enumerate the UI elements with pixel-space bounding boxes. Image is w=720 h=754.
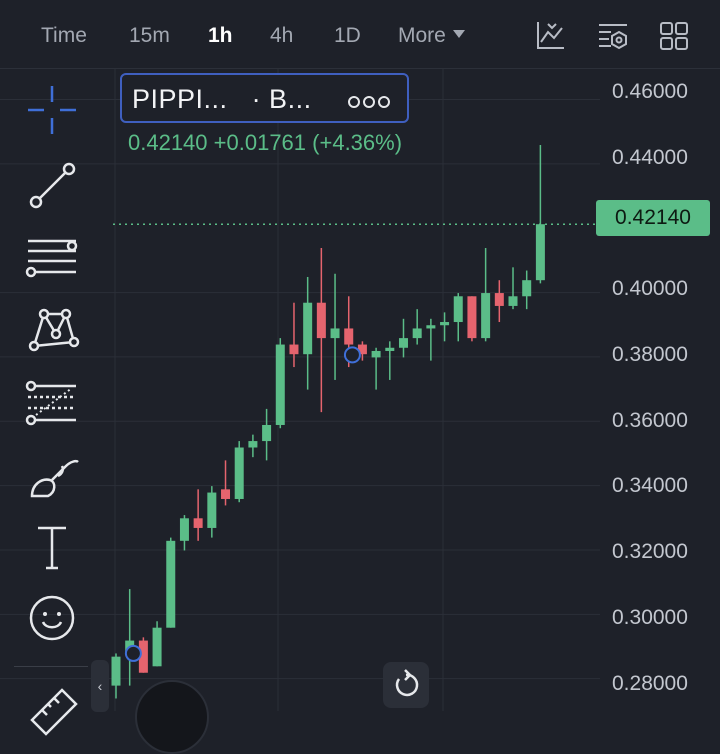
candle-body [138, 640, 148, 673]
legend-symbol: PIPPI... [132, 84, 228, 114]
trend-line-icon[interactable] [22, 156, 82, 216]
candle-body [371, 350, 381, 358]
symbol-legend[interactable]: PIPPI... · B... [120, 73, 409, 123]
candle-body [179, 518, 189, 541]
candle-body [207, 492, 217, 528]
timeframe-bar: Time 15m 1h 4h 1D More [0, 0, 720, 69]
caret-down-icon [452, 30, 465, 38]
current-price-label: 0.42140 [596, 200, 710, 236]
candle-body [262, 424, 272, 442]
toolbar-divider [14, 666, 88, 667]
tab-4h[interactable]: 4h [270, 24, 294, 47]
legend-exchange: · B... [251, 84, 312, 114]
candle-body [316, 302, 326, 339]
candle-body [412, 328, 422, 339]
reset-chart-button[interactable] [383, 662, 429, 708]
y-tick: 0.46000 [612, 80, 688, 103]
candle-body [193, 518, 203, 528]
emoji-icon[interactable] [22, 588, 82, 648]
candle-body [426, 325, 436, 329]
y-tick: 0.44000 [612, 146, 688, 169]
candle-body [221, 489, 231, 499]
y-tick: 0.32000 [612, 540, 688, 563]
candle-body [440, 322, 450, 326]
more-options-icon[interactable] [348, 95, 393, 113]
price-chart[interactable] [0, 0, 720, 711]
y-tick: 0.28000 [612, 672, 688, 695]
event-marker [124, 644, 142, 662]
quote-change: +0.01761 [213, 130, 307, 155]
more-label: More [398, 24, 446, 47]
candle-body [385, 347, 395, 351]
candle-body [166, 540, 176, 628]
candle-body [467, 296, 477, 339]
candle-body [111, 656, 121, 686]
collapse-toolbar-button[interactable]: ‹ [91, 660, 109, 712]
y-tick: 0.36000 [612, 409, 688, 432]
quote-price: 0.42140 [128, 130, 208, 155]
candle-body [508, 296, 518, 306]
candle-body [481, 293, 491, 339]
reset-icon [395, 669, 419, 697]
layout-icon[interactable] [658, 20, 690, 52]
drawing-toolbar [0, 68, 106, 736]
candle-body [152, 627, 162, 667]
ruler-icon[interactable] [22, 680, 82, 740]
candle-body [275, 344, 285, 425]
y-tick: 0.40000 [612, 277, 688, 300]
tab-time[interactable]: Time [41, 24, 87, 47]
candle-body [535, 224, 545, 281]
candle-body [494, 293, 504, 306]
fib-retracement-icon[interactable] [22, 374, 82, 434]
text-icon[interactable] [22, 518, 82, 578]
tab-1d[interactable]: 1D [334, 24, 361, 47]
candle-body [330, 328, 340, 339]
candle-body [248, 441, 258, 448]
tab-15m[interactable]: 15m [129, 24, 170, 47]
crosshair-icon[interactable] [22, 80, 82, 140]
y-tick: 0.30000 [612, 606, 688, 629]
pattern-icon[interactable] [22, 300, 82, 360]
legend-symbol-text: PIPPI... · B... [132, 84, 312, 115]
chevron-left-icon: ‹ [97, 678, 103, 694]
tab-1h[interactable]: 1h [208, 24, 233, 47]
candle-body [303, 302, 313, 355]
candle-body [398, 338, 408, 348]
parallel-channel-icon[interactable] [22, 229, 82, 289]
y-tick: 0.34000 [612, 474, 688, 497]
candle-body [357, 344, 367, 355]
quote-percent: (+4.36%) [312, 130, 403, 155]
event-marker [343, 346, 361, 364]
candle-body [344, 328, 354, 345]
template-icon[interactable] [597, 20, 629, 52]
indicators-icon[interactable] [534, 20, 566, 52]
more-dropdown[interactable]: More [398, 24, 465, 48]
price-quote: 0.42140 +0.01761 (+4.36%) [128, 130, 402, 156]
tradingview-logo [135, 680, 209, 754]
y-tick: 0.38000 [612, 343, 688, 366]
candle-body [289, 344, 299, 355]
candle-body [234, 447, 244, 499]
candle-body [453, 296, 463, 323]
brush-icon[interactable] [22, 446, 82, 506]
candle-body [522, 280, 532, 297]
